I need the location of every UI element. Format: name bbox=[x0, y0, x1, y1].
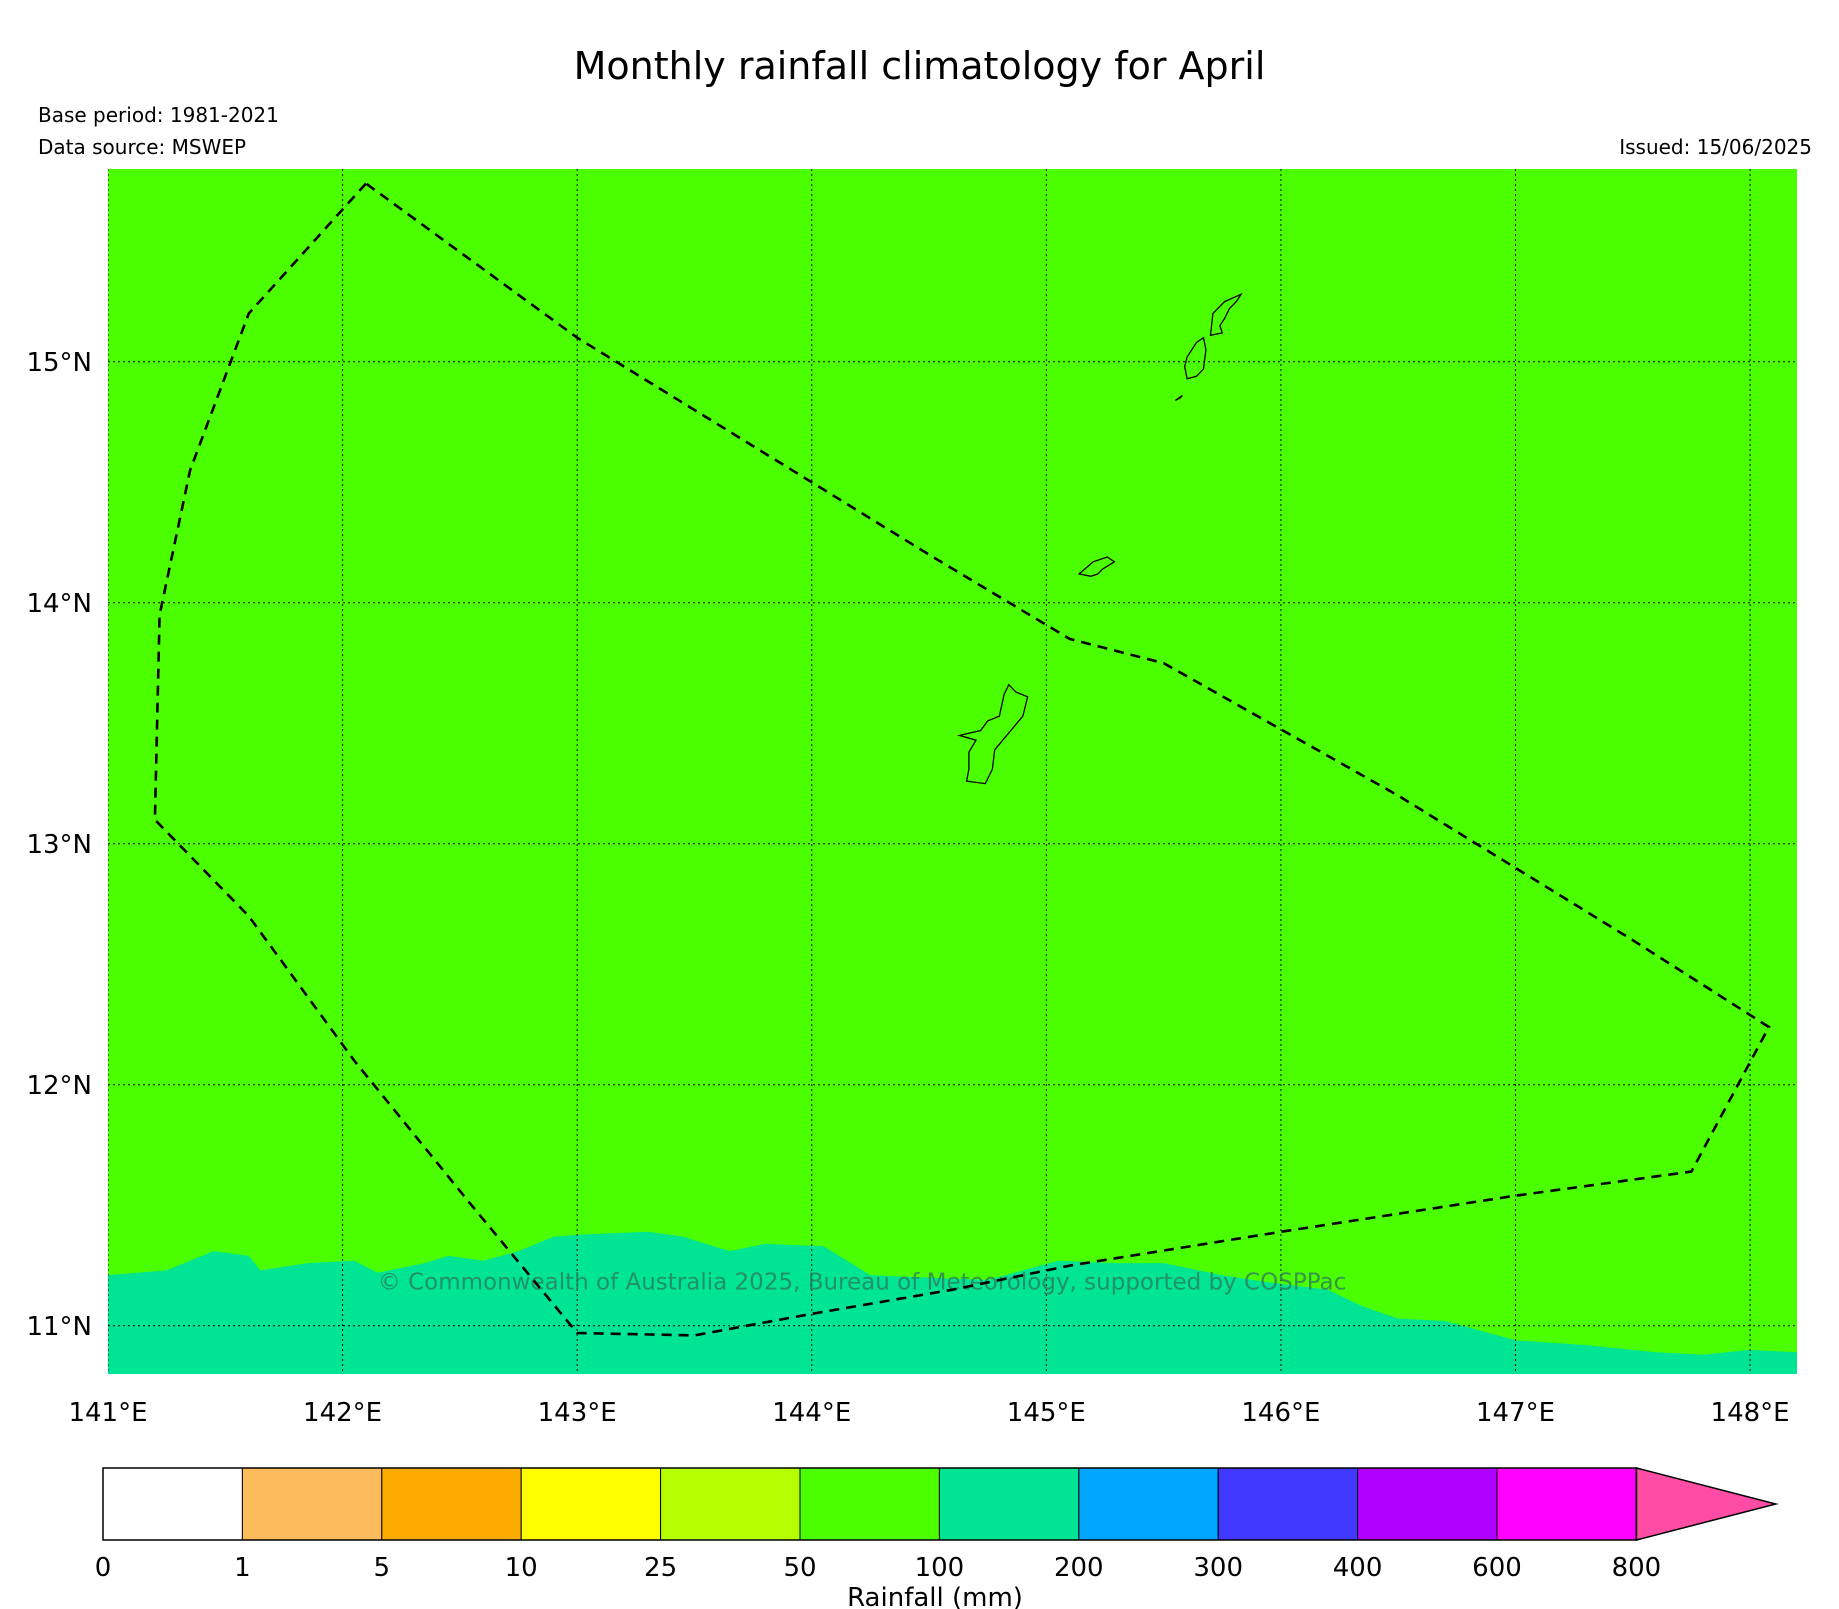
eez-boundary bbox=[153, 182, 1771, 1337]
colorbar: 0 1 5 10 25 50 100 200 300 400 600 800 Rainfall (mm) bbox=[95, 1467, 1779, 1609]
chart-title: Monthly rainfall climatology for April bbox=[573, 44, 1266, 88]
colorbar-tick-label: 25 bbox=[644, 1553, 677, 1583]
longitude-tick-label: 147°E bbox=[1476, 1398, 1555, 1428]
colorbar-tick-label: 300 bbox=[1193, 1553, 1243, 1583]
colorbar-tick-label: 10 bbox=[505, 1553, 538, 1583]
island-tinian bbox=[1184, 336, 1207, 380]
colorbar-tick-label: 200 bbox=[1054, 1553, 1104, 1583]
rainfall-fill-100-200 bbox=[108, 1231, 1797, 1374]
colorbar-segment bbox=[381, 1467, 522, 1541]
colorbar-tick-label: 600 bbox=[1472, 1553, 1522, 1583]
colorbar-segment bbox=[1078, 1467, 1219, 1541]
latitude-tick-label: 15°N bbox=[26, 348, 92, 378]
base-period: Base period: 1981-2021 bbox=[38, 103, 279, 127]
longitude-tick-label: 145°E bbox=[1007, 1398, 1086, 1428]
rainfall-fill-50-100 bbox=[108, 169, 1797, 1374]
island-saipan bbox=[1209, 292, 1243, 337]
longitude-tick-label: 141°E bbox=[68, 1398, 147, 1428]
colorbar-segment bbox=[799, 1467, 940, 1541]
latitude-tick-label: 12°N bbox=[26, 1071, 92, 1101]
colorbar-tick-label: 100 bbox=[915, 1553, 965, 1583]
colorbar-tick-label: 5 bbox=[374, 1553, 391, 1583]
colorbar-tick-label: 800 bbox=[1612, 1553, 1662, 1583]
colorbar-tick-label: 400 bbox=[1333, 1553, 1383, 1583]
longitude-tick-label: 148°E bbox=[1711, 1398, 1790, 1428]
island-guam bbox=[956, 683, 1029, 785]
colorbar-frame bbox=[102, 1467, 1638, 1541]
longitude-tick-label: 146°E bbox=[1241, 1398, 1320, 1428]
colorbar-tick-label: 0 bbox=[95, 1553, 112, 1583]
colorbar-segment bbox=[1357, 1467, 1498, 1541]
data-source: Data source: MSWEP bbox=[38, 135, 247, 159]
island-rota bbox=[1077, 556, 1116, 577]
colorbar-extension-arrow bbox=[1635, 1467, 1779, 1541]
longitude-tick-label: 144°E bbox=[772, 1398, 851, 1428]
colorbar-segment bbox=[1496, 1467, 1637, 1541]
copyright-notice: © Commonwealth of Australia 2025, Bureau… bbox=[378, 1270, 1347, 1296]
colorbar-tick-label: 1 bbox=[234, 1553, 251, 1583]
longitude-tick-label: 143°E bbox=[538, 1398, 617, 1428]
colorbar-segment bbox=[1217, 1467, 1359, 1541]
colorbar-title: Rainfall (mm) bbox=[847, 1583, 1023, 1609]
map-axes: 141°E 142°E 143°E 144°E 145°E 146°E 147°E 148°E… bbox=[26, 348, 1789, 1428]
longitude-tick-label: 142°E bbox=[303, 1398, 382, 1428]
latitude-tick-label: 13°N bbox=[26, 830, 92, 860]
colorbar-segment bbox=[241, 1467, 383, 1541]
island-aguijan bbox=[1175, 394, 1183, 401]
colorbar-segment bbox=[520, 1467, 662, 1541]
latitude-tick-label: 14°N bbox=[26, 589, 92, 619]
map-panel: © Commonwealth of Australia 2025, Bureau… bbox=[108, 169, 1797, 1374]
issued-date: Issued: 15/06/2025 bbox=[1619, 135, 1812, 159]
latitude-tick-label: 11°N bbox=[26, 1312, 92, 1342]
colorbar-segment bbox=[938, 1467, 1080, 1541]
colorbar-segment bbox=[102, 1467, 243, 1541]
colorbar-tick-label: 50 bbox=[783, 1553, 816, 1583]
colorbar-segment bbox=[660, 1467, 801, 1541]
